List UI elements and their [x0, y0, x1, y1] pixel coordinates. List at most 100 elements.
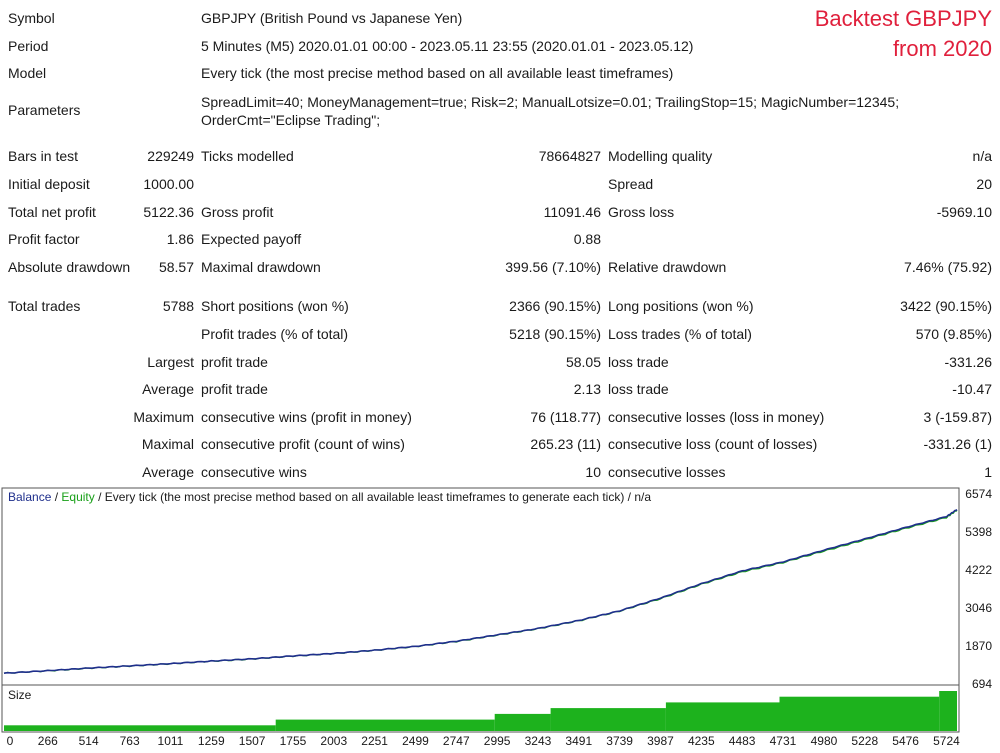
x-tick-label: 4483 — [728, 734, 756, 748]
parameters-value: SpreadLimit=40; MoneyManagement=true; Ri… — [201, 94, 900, 128]
trades-label: Total trades — [8, 298, 81, 314]
maximal-loss-value: -331.26 (1) — [923, 436, 992, 452]
long-value: 3422 (90.15%) — [900, 298, 992, 314]
main-plot-frame — [1, 487, 960, 686]
y-tick-label: 6574 — [965, 487, 992, 501]
x-tick-label: 5228 — [851, 734, 879, 748]
model-label: Model — [8, 65, 47, 81]
average-profit-label: profit trade — [201, 381, 268, 397]
maximal-label: Maximal — [141, 436, 194, 452]
x-tick-label: 2995 — [483, 734, 511, 748]
ticks-value: 78664827 — [538, 148, 601, 164]
parameters-label: Parameters — [8, 102, 81, 118]
max-losses-label: consecutive losses (loss in money) — [608, 409, 825, 425]
size-bar — [550, 708, 666, 731]
average-profit-value: 2.13 — [573, 381, 601, 397]
largest-profit-label: profit trade — [201, 354, 268, 370]
symbol-value: GBPJPY (British Pound vs Japanese Yen) — [201, 10, 463, 26]
legend-description: / Every tick (the most precise method ba… — [94, 490, 652, 504]
maximum-label: Maximum — [133, 409, 194, 425]
pf-label: Profit factor — [8, 231, 80, 247]
quality-value: n/a — [972, 148, 992, 164]
largest-profit-value: 58.05 — [565, 354, 601, 370]
payoff-label: Expected payoff — [201, 231, 302, 247]
trades-value: 5788 — [162, 298, 194, 314]
spread-value: 20 — [976, 176, 992, 192]
bars-value: 229249 — [147, 148, 194, 164]
grossprofit-value: 11091.46 — [543, 204, 601, 220]
x-tick-label: 4731 — [769, 734, 797, 748]
y-tick-label: 5398 — [965, 525, 992, 539]
max-wins-label: consecutive wins (profit in money) — [201, 409, 412, 425]
avg-losses-value: 1 — [984, 464, 992, 480]
largest-loss-label: loss trade — [608, 354, 669, 370]
x-tick-label: 5724 — [933, 734, 960, 748]
x-tick-label: 1755 — [279, 734, 307, 748]
x-tick-label: 0 — [6, 734, 14, 748]
average-label: Average — [142, 381, 194, 397]
symbol-label: Symbol — [8, 10, 55, 26]
deposit-label: Initial deposit — [8, 176, 90, 192]
avg-wins-label: consecutive wins — [201, 464, 307, 480]
backtest-report: Backtest GBPJPY from 2020 Symbol GBPJPY … — [8, 4, 992, 480]
chart-legend: Balance / Equity / Every tick (the most … — [8, 490, 651, 504]
size-label: Size — [8, 688, 32, 702]
size-bar — [494, 713, 551, 731]
absdd-value: 58.57 — [158, 259, 194, 275]
spread-label: Spread — [608, 176, 654, 192]
ptrades-label: Profit trades (% of total) — [201, 326, 349, 342]
x-tick-label: 1259 — [197, 734, 225, 748]
y-tick-label: 4222 — [965, 563, 992, 577]
balance-line — [3, 508, 958, 674]
x-tick-label: 2747 — [442, 734, 470, 748]
maximal-profit-label: consecutive profit (count of wins) — [201, 436, 405, 452]
largest-loss-value: -331.26 — [944, 354, 992, 370]
y-tick-label: 1870 — [965, 639, 992, 653]
max-losses-value: 3 (-159.87) — [923, 409, 992, 425]
x-tick-label: 266 — [37, 734, 58, 748]
balance-chart-svg — [1, 487, 960, 733]
quality-label: Modelling quality — [608, 148, 713, 164]
x-tick-label: 514 — [78, 734, 99, 748]
size-bar — [779, 696, 940, 731]
maxdd-label: Maximal drawdown — [201, 259, 321, 275]
overlay-title-line1: Backtest GBPJPY — [814, 6, 992, 31]
x-tick-label: 3491 — [565, 734, 593, 748]
size-bar — [665, 702, 780, 731]
x-tick-label: 5476 — [892, 734, 919, 748]
ticks-label: Ticks modelled — [201, 148, 294, 164]
balance-chart: Balance / Equity / Every tick (the most … — [0, 487, 1000, 753]
absdd-label: Absolute drawdown — [8, 259, 131, 275]
deposit-value: 1000.00 — [143, 176, 194, 192]
netprofit-label: Total net profit — [8, 204, 96, 220]
size-bars — [4, 691, 957, 731]
x-tick-label: 763 — [119, 734, 140, 748]
model-value: Every tick (the most precise method base… — [201, 65, 674, 81]
period-label: Period — [8, 38, 49, 54]
ltrades-label: Loss trades (% of total) — [608, 326, 752, 342]
pf-value: 1.86 — [166, 231, 194, 247]
size-bar — [939, 691, 957, 731]
largest-label: Largest — [147, 354, 194, 370]
ltrades-value: 570 (9.85%) — [915, 326, 992, 342]
payoff-value: 0.88 — [573, 231, 601, 247]
period-value: 5 Minutes (M5) 2020.01.01 00:00 - 2023.0… — [201, 38, 694, 54]
overlay-title: Backtest GBPJPY from 2020 — [815, 4, 992, 64]
y-tick-label: 3046 — [965, 601, 992, 615]
bars-label: Bars in test — [8, 148, 79, 164]
netprofit-value: 5122.36 — [143, 204, 194, 220]
maximal-profit-value: 265.23 (11) — [530, 436, 601, 452]
ptrades-value: 5218 (90.15%) — [509, 326, 601, 342]
average-loss-value: -10.47 — [952, 381, 992, 397]
x-tick-label: 2251 — [361, 734, 388, 748]
x-tick-label: 3987 — [647, 734, 674, 748]
maximal-loss-label: consecutive loss (count of losses) — [608, 436, 818, 452]
x-tick-label: 2003 — [320, 734, 348, 748]
reldd-label: Relative drawdown — [608, 259, 727, 275]
x-tick-label: 2499 — [402, 734, 429, 748]
x-tick-label: 1011 — [157, 734, 184, 748]
overlay-title-line2: from 2020 — [892, 36, 992, 61]
grossprofit-label: Gross profit — [201, 204, 274, 220]
avg-wins-value: 10 — [585, 464, 601, 480]
x-tick-label: 4235 — [687, 734, 715, 748]
